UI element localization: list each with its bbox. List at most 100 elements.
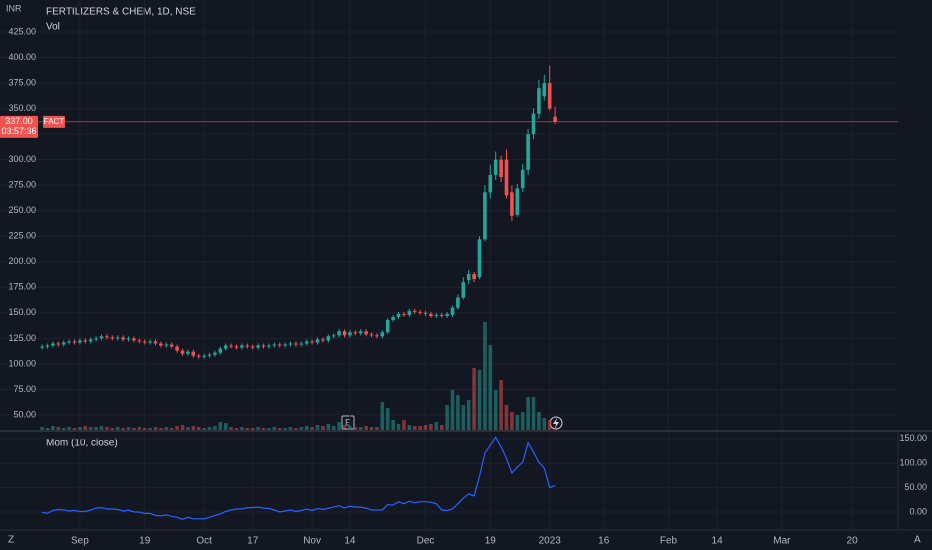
volume-bar [294, 428, 298, 430]
candle-body [418, 311, 422, 313]
x-tick-label: 20 [847, 536, 859, 547]
candle-body [99, 336, 104, 339]
candle-body [412, 310, 417, 312]
volume-bar [40, 427, 44, 430]
candle-body [256, 345, 260, 348]
volume-bar [61, 428, 66, 430]
volume-label[interactable]: Vol [46, 22, 60, 33]
volume-bar [412, 426, 417, 430]
volume-bar [45, 428, 50, 430]
candle-body [196, 355, 201, 357]
volume-bar [358, 427, 363, 430]
volume-bar [526, 397, 530, 430]
x-tick-label: Oct [196, 536, 212, 547]
candle-body [121, 337, 125, 340]
volume-bar [261, 428, 266, 430]
volume-bar [369, 427, 374, 430]
earnings-label[interactable]: E [345, 417, 351, 427]
y2-tick-label: 150.00 [899, 433, 927, 443]
ticker-label: FACT [44, 117, 65, 126]
candle-body [137, 340, 142, 342]
volume-bar [380, 402, 385, 430]
candle-body [164, 344, 169, 346]
volume-bar [132, 428, 136, 430]
volume-bar [180, 425, 185, 430]
candle-body [358, 331, 363, 334]
volume-bar [510, 412, 514, 430]
y-tick-label: 75.00 [13, 384, 36, 394]
volume-bar [137, 427, 142, 430]
symbol-title[interactable]: FERTILIZERS & CHEM, 1D, NSE [46, 7, 196, 18]
candle-body [499, 159, 503, 178]
candle-body [56, 343, 61, 345]
corner-right[interactable]: A [914, 535, 921, 546]
candle-body [515, 188, 520, 215]
candle-body [207, 354, 212, 356]
candle-body [391, 316, 395, 320]
volume-bar [326, 424, 331, 430]
volume-bar [553, 427, 557, 430]
volume-bar [450, 390, 455, 430]
mom-title[interactable]: Mom (10, close) [46, 438, 118, 449]
candle-body [83, 340, 88, 342]
x-tick-label: Dec [417, 536, 435, 547]
volume-bar [250, 428, 255, 430]
candle-body [277, 344, 282, 346]
volume-bar [299, 427, 304, 430]
last-price-badge [0, 115, 38, 138]
volume-bar [547, 420, 552, 430]
volume-bar [105, 427, 109, 430]
volume-bar [83, 426, 88, 430]
candle-body [132, 338, 136, 341]
y-tick-label: 150.00 [8, 307, 36, 317]
volume-bar [461, 405, 466, 430]
x-tick-label: 19 [139, 536, 151, 547]
candle-body [445, 313, 449, 316]
ticker-badge [43, 115, 65, 128]
candle-body [310, 341, 314, 343]
candle-body [240, 345, 244, 348]
volume-bar [272, 427, 277, 430]
volume-bar [504, 405, 509, 430]
volume-bar [240, 427, 244, 430]
candle-body [234, 346, 239, 348]
volume-bar [310, 427, 314, 430]
volume-bar [488, 345, 493, 430]
y-tick-label: 350.00 [8, 103, 36, 113]
volume-bar [331, 426, 336, 430]
candle-body [45, 345, 50, 347]
candle-body [461, 282, 466, 298]
y-tick-label: 275.00 [8, 180, 36, 190]
volume-bar [321, 426, 325, 430]
volume-bar [207, 427, 212, 430]
candle-body [61, 342, 66, 345]
candle-body [402, 313, 406, 315]
volume-bar [159, 428, 163, 430]
y-tick-label: 250.00 [8, 205, 36, 215]
corner-left[interactable]: Z [8, 535, 14, 546]
y-tick-label: 50.00 [13, 409, 36, 419]
x-tick-label: 14 [344, 536, 356, 547]
momentum-line [41, 436, 556, 520]
volume-bar [353, 427, 358, 430]
volume-bar [153, 427, 158, 430]
candle-body [213, 352, 217, 355]
volume-bar [94, 427, 98, 430]
candle-body [110, 337, 115, 339]
volume-bar [542, 418, 547, 430]
volume-bar [288, 427, 293, 430]
volume-bar [385, 408, 390, 430]
volume-bar [223, 423, 228, 430]
candle-body [78, 340, 82, 343]
candle-body [526, 134, 530, 170]
candle-body [369, 334, 374, 336]
volume-bar [402, 420, 406, 430]
candle-body [375, 335, 379, 337]
volume-bar [121, 428, 125, 430]
volume-bar [202, 428, 206, 430]
volume-bar [315, 425, 320, 430]
candle-body [175, 346, 179, 351]
candle-body [218, 348, 223, 353]
lightning-icon [553, 418, 559, 428]
